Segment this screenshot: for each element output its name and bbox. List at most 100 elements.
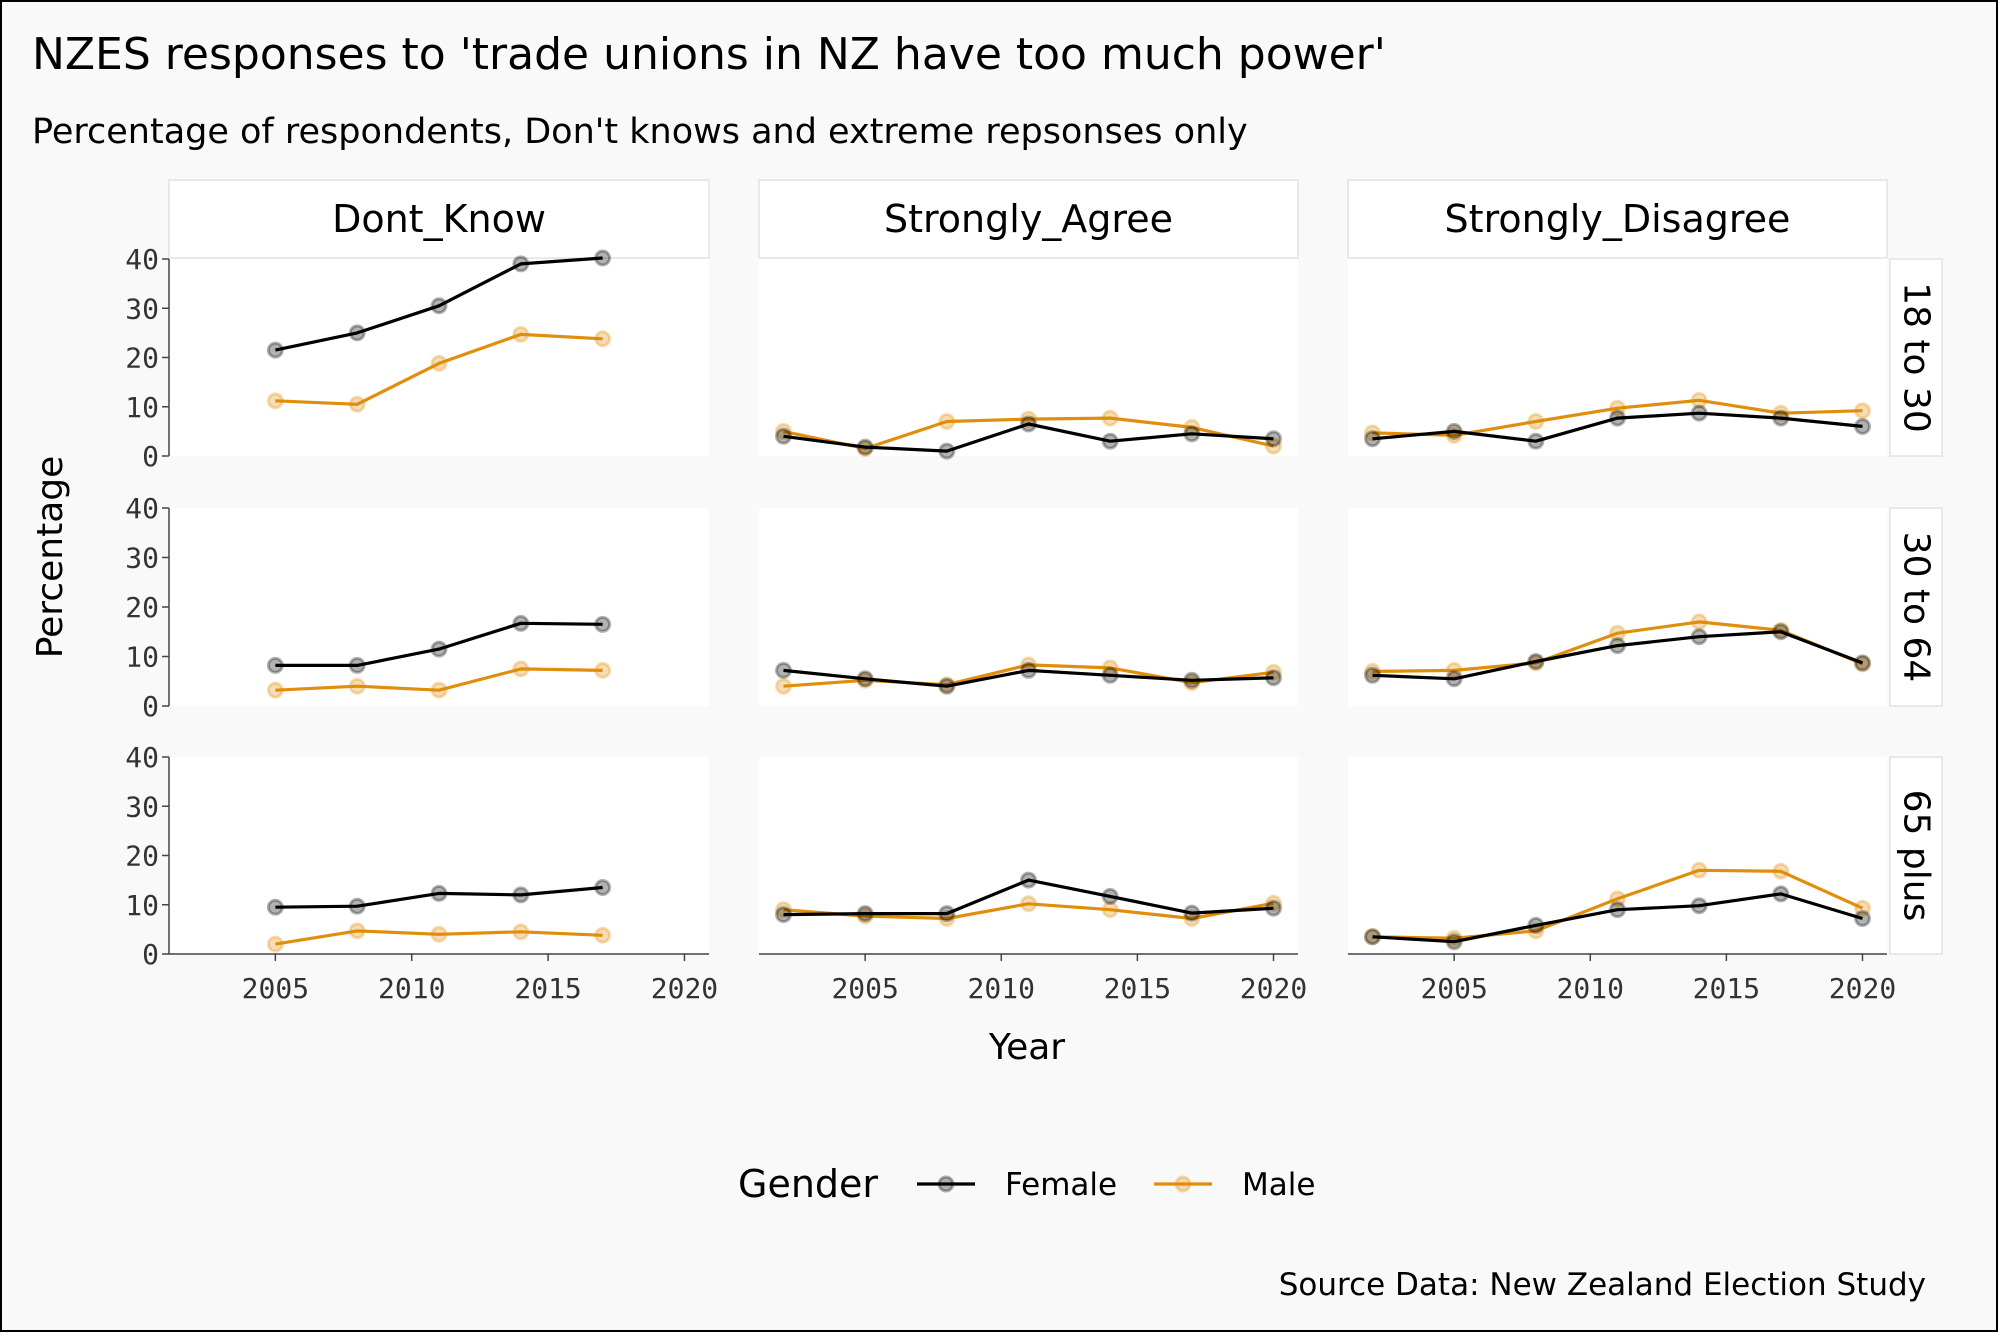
- data-point-female: [856, 438, 874, 456]
- data-point-male: [1690, 391, 1708, 409]
- series-line-male: [1372, 868, 1864, 940]
- data-point-female: [938, 905, 956, 923]
- panel-background: [1348, 757, 1887, 954]
- y-tick-label: 20: [125, 840, 159, 873]
- data-point-male: [348, 677, 366, 695]
- data-point-male: [1609, 890, 1626, 908]
- data-point-female: [1101, 887, 1119, 905]
- data-point-female: [1183, 671, 1201, 689]
- data-point-female: [1690, 628, 1708, 646]
- data-point-female: [1772, 623, 1790, 641]
- legend: Gender Female Male: [738, 1162, 1315, 1206]
- facet-strip-65-plus: [1889, 756, 1943, 955]
- data-point-female: [512, 886, 530, 904]
- data-point-female: [1183, 425, 1201, 443]
- data-point-female: [775, 427, 792, 445]
- data-point-male: [594, 661, 612, 679]
- series-line-male: [275, 929, 603, 946]
- facet-grid: Dont_Know Strongly_Agree Strongly_Disagree…: [125, 179, 1943, 1005]
- y-tick-label: 0: [142, 690, 159, 723]
- panel-background: [759, 757, 1298, 954]
- facet-strip-strongly-disagree: [1347, 179, 1888, 259]
- data-point-female: [938, 442, 956, 460]
- y-tick-label: 0: [142, 440, 159, 473]
- data-point-female: [775, 906, 792, 924]
- y-tick-label: 10: [125, 641, 159, 674]
- y-tick-label: 30: [125, 292, 159, 325]
- facet-strip-18-to-30: [1889, 258, 1943, 457]
- y-tick-label: 20: [125, 342, 159, 375]
- data-point-male: [430, 681, 448, 699]
- data-point-male: [430, 925, 448, 943]
- legend-title: Gender: [738, 1162, 878, 1206]
- data-point-male: [1265, 894, 1282, 912]
- data-point-male: [594, 926, 612, 944]
- data-point-female: [1854, 910, 1871, 928]
- data-point-female: [266, 656, 284, 674]
- data-point-female: [594, 615, 612, 633]
- x-tick-label: 2015: [1693, 972, 1760, 1005]
- data-point-female: [1020, 661, 1037, 679]
- panel-strongly-agree-30-to-64: [759, 508, 1298, 706]
- legend-key-point: [937, 1175, 955, 1193]
- panel-strongly-disagree-18-to-30: [1348, 259, 1887, 456]
- data-point-male: [266, 935, 284, 953]
- facet-strip-dont-know: [168, 179, 710, 259]
- facet-strip-label: Strongly_Disagree: [1445, 197, 1791, 241]
- data-point-female: [1183, 904, 1201, 922]
- data-point-female: [1364, 666, 1381, 684]
- facet-strip-label: Strongly_Agree: [884, 197, 1173, 241]
- data-point-female: [348, 656, 366, 674]
- data-point-male: [1101, 409, 1119, 427]
- facet-strip-label: Dont_Know: [332, 197, 546, 241]
- data-point-female: [856, 905, 874, 923]
- facet-strip-label: 65 plus: [1896, 790, 1937, 922]
- panel-background: [169, 259, 709, 456]
- panel-background: [759, 508, 1298, 706]
- series-line-female: [275, 256, 603, 352]
- y-tick-label: 40: [125, 741, 159, 774]
- legend-entry-female: Female: [917, 1167, 1117, 1203]
- series-line-female: [275, 885, 603, 909]
- data-point-female: [512, 255, 530, 273]
- data-point-female: [348, 324, 366, 342]
- y-tick-label: 10: [125, 889, 159, 922]
- data-point-female: [430, 640, 448, 658]
- x-axis-label: Year: [988, 1027, 1065, 1068]
- data-point-male: [1020, 895, 1037, 913]
- data-point-male: [594, 330, 612, 348]
- facet-strip-strongly-agree: [758, 179, 1299, 259]
- data-point-female: [1364, 928, 1381, 946]
- data-point-female: [594, 879, 612, 897]
- data-point-female: [348, 897, 366, 915]
- legend-key-point: [1174, 1175, 1192, 1193]
- facet-strip-30-to-64: [1889, 507, 1943, 707]
- data-point-female: [1445, 933, 1463, 951]
- data-point-female: [1609, 637, 1626, 655]
- data-point-female: [1445, 422, 1463, 440]
- data-point-male: [512, 923, 530, 941]
- data-point-female: [1772, 885, 1790, 903]
- legend-entry-male: Male: [1154, 1167, 1315, 1203]
- data-point-female: [1265, 669, 1282, 687]
- x-tick-label: 2010: [378, 972, 445, 1005]
- panel-dont-know-30-to-64: 0 10 20 30 40: [125, 492, 709, 723]
- data-point-male: [1609, 624, 1626, 642]
- data-point-male: [1854, 402, 1871, 420]
- facet-strip-label: 18 to 30: [1896, 282, 1937, 433]
- data-point-female: [1854, 654, 1871, 672]
- data-point-female: [1527, 432, 1545, 450]
- data-point-female: [430, 297, 448, 315]
- data-point-male: [512, 325, 530, 343]
- series-line-female: [783, 422, 1274, 453]
- chart-subtitle: Percentage of respondents, Don't knows a…: [32, 112, 1248, 152]
- data-point-female: [430, 884, 448, 902]
- data-point-male: [266, 681, 284, 699]
- data-point-female: [1020, 871, 1037, 889]
- y-tick-label: 40: [125, 492, 159, 525]
- series-line-female: [1372, 411, 1863, 443]
- legend-label: Female: [1005, 1167, 1117, 1203]
- data-point-female: [1265, 899, 1282, 917]
- data-point-female: [1101, 666, 1119, 684]
- panel-dont-know-18-to-30: 0 10 20 30 40: [125, 243, 709, 473]
